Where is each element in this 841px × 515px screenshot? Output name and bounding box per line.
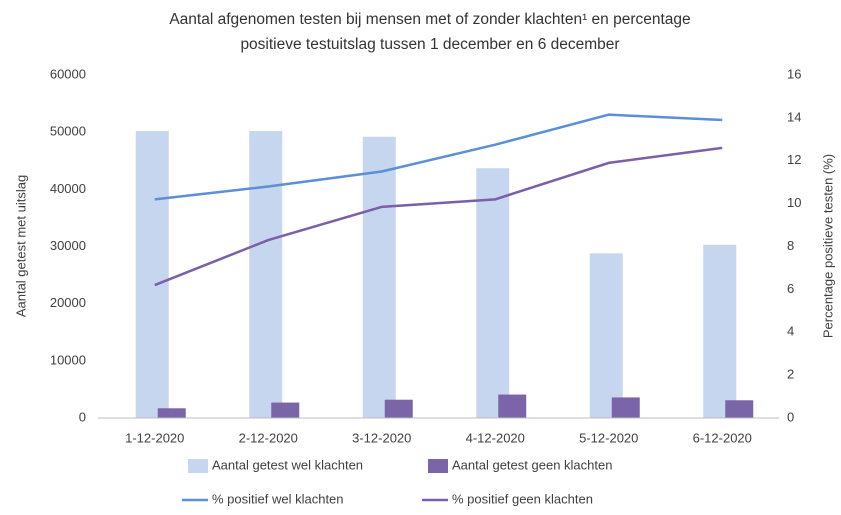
y2-axis-label: Percentage positieve testen (%) <box>820 154 835 338</box>
bar <box>249 131 283 419</box>
y2-tick-label: 12 <box>787 152 801 167</box>
bar <box>589 253 623 418</box>
bar <box>135 131 169 419</box>
x-tick-label: 3-12-2020 <box>352 430 411 445</box>
x-tick-label: 1-12-2020 <box>125 430 184 445</box>
x-tick-label: 4-12-2020 <box>466 430 525 445</box>
y2-tick-label: 6 <box>787 281 794 296</box>
y-tick-label: 60000 <box>50 66 86 81</box>
y2-tick-label: 14 <box>787 109 801 124</box>
bar <box>703 244 737 418</box>
y-tick-label: 50000 <box>50 124 86 139</box>
x-tick-label: 5-12-2020 <box>579 430 638 445</box>
y-axis-label: Aantal getest met uitslag <box>13 175 28 317</box>
bar <box>476 168 510 418</box>
bar <box>362 136 396 419</box>
line <box>154 113 723 201</box>
y2-tick-label: 4 <box>787 324 794 339</box>
x-tick-label: 2-12-2020 <box>239 430 298 445</box>
bar <box>157 408 186 418</box>
y-tick-label: 40000 <box>50 181 86 196</box>
y2-tick-label: 0 <box>787 409 794 424</box>
line <box>154 146 723 287</box>
chart-title: positieve testuitslag tussen 1 december … <box>240 36 619 53</box>
legend-label: % positief wel klachten <box>212 491 344 506</box>
y2-tick-label: 10 <box>787 195 801 210</box>
bar <box>271 402 300 418</box>
y2-tick-label: 2 <box>787 367 794 382</box>
bar <box>498 394 527 418</box>
y-tick-label: 30000 <box>50 238 86 253</box>
legend-label: Aantal getest wel klachten <box>212 457 363 472</box>
legend-label: % positief geen klachten <box>452 491 593 506</box>
legend-swatch <box>188 459 208 473</box>
y-tick-label: 10000 <box>50 352 86 367</box>
y2-tick-label: 16 <box>787 66 801 81</box>
legend-label: Aantal getest geen klachten <box>452 457 612 472</box>
bar <box>725 400 754 418</box>
y-tick-label: 20000 <box>50 295 86 310</box>
y-tick-label: 0 <box>79 409 86 424</box>
legend-swatch <box>428 459 448 473</box>
bar <box>384 399 413 418</box>
x-tick-label: 6-12-2020 <box>693 430 752 445</box>
chart-title: Aantal afgenomen testen bij mensen met o… <box>169 11 690 28</box>
bar <box>611 397 640 418</box>
y2-tick-label: 8 <box>787 238 794 253</box>
